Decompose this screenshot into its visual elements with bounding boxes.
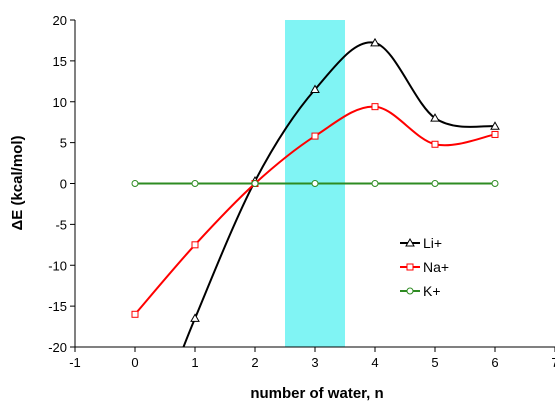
legend-marker-li: [405, 237, 415, 247]
data-point-na: [431, 140, 439, 148]
legend-marker-k: [406, 287, 414, 295]
data-point-na: [311, 132, 319, 140]
x-tick-label: 7: [551, 355, 555, 370]
data-point-k: [311, 180, 319, 187]
series-k: [131, 180, 499, 187]
data-point-li: [310, 84, 320, 93]
y-tick-label: -5: [55, 217, 67, 232]
x-tick-label: 0: [131, 355, 138, 370]
series-li: [182, 37, 500, 347]
x-tick-label: 4: [371, 355, 378, 370]
legend-label-k: K+: [423, 283, 441, 299]
data-point-na: [491, 130, 499, 138]
data-point-li: [370, 37, 380, 47]
data-point-k: [191, 180, 199, 187]
data-point-na: [371, 103, 379, 111]
data-point-k: [131, 180, 139, 187]
data-point-na: [131, 310, 139, 318]
x-tick-label: 6: [491, 355, 498, 370]
legend-marker-na: [406, 263, 414, 271]
y-tick-label: -20: [48, 340, 67, 355]
x-tick-label: -1: [69, 355, 81, 370]
legend-item-na: Na+: [400, 259, 449, 275]
legend: Li+ Na+ K+: [400, 235, 449, 299]
x-tick-label: 1: [191, 355, 198, 370]
x-axis-label: number of water, n: [250, 385, 383, 402]
data-point-li: [190, 313, 200, 322]
y-tick-label: 20: [53, 13, 67, 28]
data-point-li: [430, 113, 440, 122]
data-point-k: [251, 180, 259, 187]
y-tick-label: 0: [60, 177, 67, 192]
legend-label-na: Na+: [423, 259, 449, 275]
data-point-k: [431, 180, 439, 187]
legend-item-k: K+: [400, 283, 441, 299]
y-tick-label: -10: [48, 258, 67, 273]
legend-label-li: Li+: [423, 235, 442, 251]
legend-item-li: Li+: [400, 235, 442, 251]
x-tick-label: 2: [251, 355, 258, 370]
y-tick-label: 15: [53, 54, 67, 69]
x-tick-label: 3: [311, 355, 318, 370]
y-tick-label: 5: [60, 136, 67, 151]
data-point-na: [191, 241, 199, 249]
x-tick-label: 5: [431, 355, 438, 370]
data-point-li: [490, 121, 500, 130]
y-tick-label: -15: [48, 299, 67, 314]
y-axis-label: ΔE (kcal/mol): [9, 136, 26, 231]
y-tick-label: 10: [53, 95, 67, 110]
data-point-k: [371, 180, 379, 187]
data-point-k: [491, 180, 499, 187]
series-layer: [131, 37, 500, 347]
